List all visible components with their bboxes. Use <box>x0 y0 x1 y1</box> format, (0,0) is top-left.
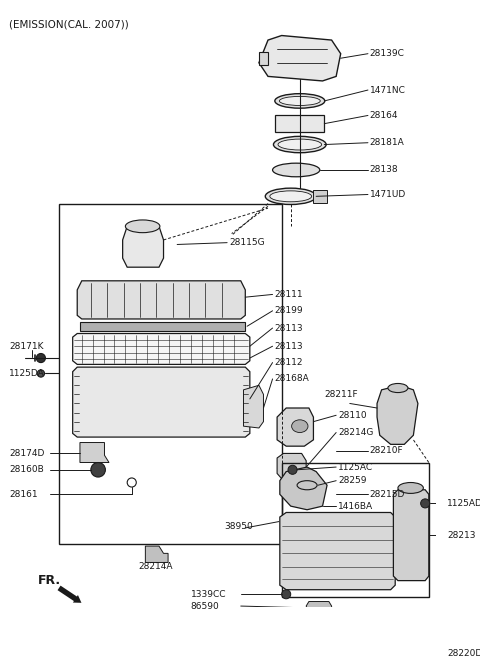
Ellipse shape <box>275 94 325 108</box>
Text: 28111: 28111 <box>275 290 303 299</box>
Bar <box>282 463 429 597</box>
Text: 28161: 28161 <box>9 490 38 499</box>
Text: 1416BA: 1416BA <box>338 501 373 511</box>
Text: 28215D: 28215D <box>370 490 405 499</box>
Text: 28168A: 28168A <box>275 374 309 384</box>
Ellipse shape <box>279 96 320 105</box>
Polygon shape <box>72 333 250 364</box>
Ellipse shape <box>270 191 312 202</box>
Text: 28214G: 28214G <box>338 428 373 437</box>
Ellipse shape <box>278 139 322 150</box>
Polygon shape <box>80 443 109 463</box>
Text: 28138: 28138 <box>370 165 398 175</box>
Ellipse shape <box>273 163 320 177</box>
Polygon shape <box>77 281 245 319</box>
Polygon shape <box>280 513 395 590</box>
Text: 28213: 28213 <box>447 530 476 540</box>
FancyArrow shape <box>58 586 82 603</box>
Text: 1339CC: 1339CC <box>191 590 226 599</box>
Text: 28160B: 28160B <box>9 465 44 474</box>
Text: 28171K: 28171K <box>9 342 44 351</box>
Text: 28164: 28164 <box>370 111 398 120</box>
Polygon shape <box>259 36 341 81</box>
Polygon shape <box>280 467 327 510</box>
Ellipse shape <box>274 136 326 153</box>
Text: 28259: 28259 <box>338 476 366 485</box>
Ellipse shape <box>292 420 308 432</box>
Text: 86590: 86590 <box>191 602 219 610</box>
Polygon shape <box>145 546 168 562</box>
Circle shape <box>288 465 297 474</box>
Text: 1125AD: 1125AD <box>447 499 480 508</box>
Text: 28214A: 28214A <box>138 563 173 571</box>
Bar <box>313 190 327 203</box>
Text: 28210F: 28210F <box>370 446 403 455</box>
Circle shape <box>282 590 291 599</box>
Text: 28174D: 28174D <box>9 449 45 458</box>
Text: 28211F: 28211F <box>324 390 358 399</box>
Text: 28139C: 28139C <box>370 49 405 58</box>
Polygon shape <box>72 367 250 437</box>
Ellipse shape <box>398 482 423 494</box>
Polygon shape <box>377 386 418 444</box>
Text: 28181A: 28181A <box>370 138 405 147</box>
Polygon shape <box>277 408 313 446</box>
Polygon shape <box>306 602 332 612</box>
Circle shape <box>36 353 46 362</box>
Text: (EMISSION(CAL. 2007)): (EMISSION(CAL. 2007)) <box>9 20 129 30</box>
Text: 1125DA: 1125DA <box>9 369 45 378</box>
Text: 1471NC: 1471NC <box>370 86 406 94</box>
Text: 28113: 28113 <box>275 324 303 333</box>
Polygon shape <box>273 626 350 659</box>
Text: 28115G: 28115G <box>229 238 264 247</box>
Ellipse shape <box>125 220 160 233</box>
Text: 1125AC: 1125AC <box>338 463 373 472</box>
Polygon shape <box>277 453 306 485</box>
Polygon shape <box>123 226 164 267</box>
Text: 28220D: 28220D <box>447 649 480 658</box>
Bar <box>80 322 245 331</box>
Bar <box>264 619 398 659</box>
Ellipse shape <box>265 188 316 204</box>
Text: 28112: 28112 <box>275 358 303 367</box>
Circle shape <box>37 370 45 377</box>
Polygon shape <box>394 490 429 581</box>
Circle shape <box>420 499 430 508</box>
Text: 28113: 28113 <box>275 342 303 351</box>
Bar <box>59 204 282 544</box>
Text: 28110: 28110 <box>338 411 367 420</box>
Ellipse shape <box>388 384 408 393</box>
Text: 38950: 38950 <box>225 522 253 530</box>
Text: FR.: FR. <box>38 574 61 587</box>
Text: 1471UD: 1471UD <box>370 190 406 199</box>
Bar <box>275 115 324 132</box>
Text: 28199: 28199 <box>275 306 303 315</box>
Polygon shape <box>243 386 264 428</box>
Circle shape <box>91 463 106 477</box>
Polygon shape <box>259 52 268 65</box>
